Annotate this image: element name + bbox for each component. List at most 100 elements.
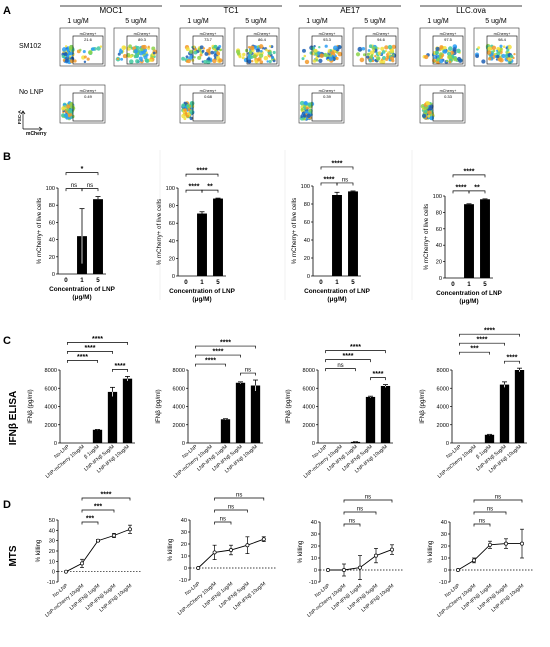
gate-box: [432, 92, 464, 122]
data-point: [472, 558, 476, 563]
data-point: [488, 542, 492, 547]
x-tick-label: 1: [335, 279, 339, 286]
flow-event: [505, 46, 508, 50]
gate-label: mCherry+: [440, 32, 458, 36]
flow-event: [265, 48, 268, 52]
y-tick-label: 0: [307, 274, 310, 280]
flow-event: [183, 108, 187, 112]
data-point: [504, 541, 508, 546]
y-tick-label: 0: [52, 570, 55, 576]
flow-event: [452, 47, 457, 52]
gate-percentage: 94.6: [377, 37, 386, 42]
flow-event: [312, 59, 317, 63]
flow-event: [268, 60, 272, 64]
flow-event: [61, 106, 66, 111]
y-tick-label: 100: [46, 186, 55, 192]
flow-event: [189, 49, 193, 54]
y-axis-label: IFNβ (pg/ml): [419, 389, 426, 424]
y-tick-label: 4000: [437, 405, 449, 411]
flow-event: [335, 56, 339, 61]
gate-label: mCherry+: [494, 32, 512, 36]
x-tick-label: 0: [64, 277, 68, 284]
flow-event: [69, 44, 74, 50]
y-tick-label: 20: [169, 256, 175, 262]
significance-bracket: [370, 377, 386, 381]
flow-event: [201, 60, 204, 63]
row-label-no-lnp: No LNP: [19, 89, 44, 96]
y-tick-label: 2000: [173, 423, 185, 429]
significance-label: ***: [94, 504, 102, 511]
flow-event: [251, 60, 254, 63]
significance-bracket: [67, 360, 98, 363]
flow-event: [255, 48, 261, 53]
y-tick-label: 2000: [437, 423, 449, 429]
flow-event: [304, 110, 309, 115]
x-tick-label: 5: [96, 277, 100, 284]
y-axis-label: % mCherry+ of live cells: [423, 204, 430, 271]
flow-event: [384, 45, 389, 50]
flow-event: [122, 54, 127, 59]
flow-event: [299, 100, 305, 106]
y-axis-label: % killing: [167, 538, 174, 561]
flow-event: [263, 55, 269, 61]
flow-event: [385, 53, 389, 56]
significance-label: ****: [85, 345, 96, 352]
flow-event: [244, 48, 249, 53]
data-point: [229, 548, 233, 552]
gate-percentage: 0.39: [323, 94, 332, 99]
flow-event: [68, 115, 71, 118]
group-header: MOC1: [99, 6, 123, 15]
flow-event: [355, 52, 361, 57]
y-tick-label: -10: [439, 580, 447, 586]
flow-event: [205, 59, 211, 65]
flow-event: [487, 46, 493, 52]
flow-event: [502, 45, 506, 48]
y-tick-label: -10: [47, 580, 55, 586]
gate-box: [311, 92, 343, 122]
gate-box: [432, 35, 464, 65]
x-tick-label: 1: [80, 277, 84, 284]
significance-bracket: [81, 188, 99, 192]
flow-event: [147, 45, 150, 48]
significance-label: ns: [349, 519, 355, 525]
significance-label: ns: [87, 183, 93, 189]
flow-event: [329, 49, 333, 52]
flow-event: [189, 109, 194, 115]
significance-label: ns: [71, 183, 77, 189]
significance-bracket: [320, 166, 354, 170]
y-axis-label: % killing: [427, 540, 434, 563]
significance-bracket: [452, 174, 486, 178]
significance-bracket: [325, 359, 371, 363]
y-tick-label: 10: [441, 556, 447, 562]
significance-label: ****: [484, 328, 495, 335]
data-point: [358, 565, 362, 570]
y-tick-label: 100: [433, 194, 442, 200]
row-label-sm102: SM102: [19, 43, 41, 50]
significance-label: ****: [373, 371, 384, 378]
significance-bracket: [81, 509, 115, 513]
significance-label: ****: [101, 492, 112, 499]
significance-label: ****: [197, 168, 208, 175]
flow-event: [189, 116, 193, 121]
bar: [514, 370, 525, 443]
data-point: [128, 527, 132, 532]
flow-event: [271, 56, 275, 60]
y-tick-label: 80: [304, 202, 310, 208]
flow-event: [303, 101, 308, 106]
flow-event: [66, 49, 70, 53]
flow-event: [253, 52, 257, 55]
flow-event: [202, 47, 206, 50]
flow-event: [487, 57, 492, 61]
flow-event: [389, 48, 395, 53]
gate-label: mCherry+: [319, 32, 337, 36]
significance-label: ****: [205, 358, 216, 365]
significance-label: ****: [507, 355, 518, 362]
flow-event: [83, 60, 87, 64]
flow-event: [129, 59, 134, 64]
flow-event: [151, 46, 156, 51]
y-axis-label: % mCherry+ of live cells: [291, 198, 298, 265]
flow-event: [427, 114, 431, 118]
flow-event: [133, 49, 138, 54]
significance-label: ****: [332, 160, 343, 167]
